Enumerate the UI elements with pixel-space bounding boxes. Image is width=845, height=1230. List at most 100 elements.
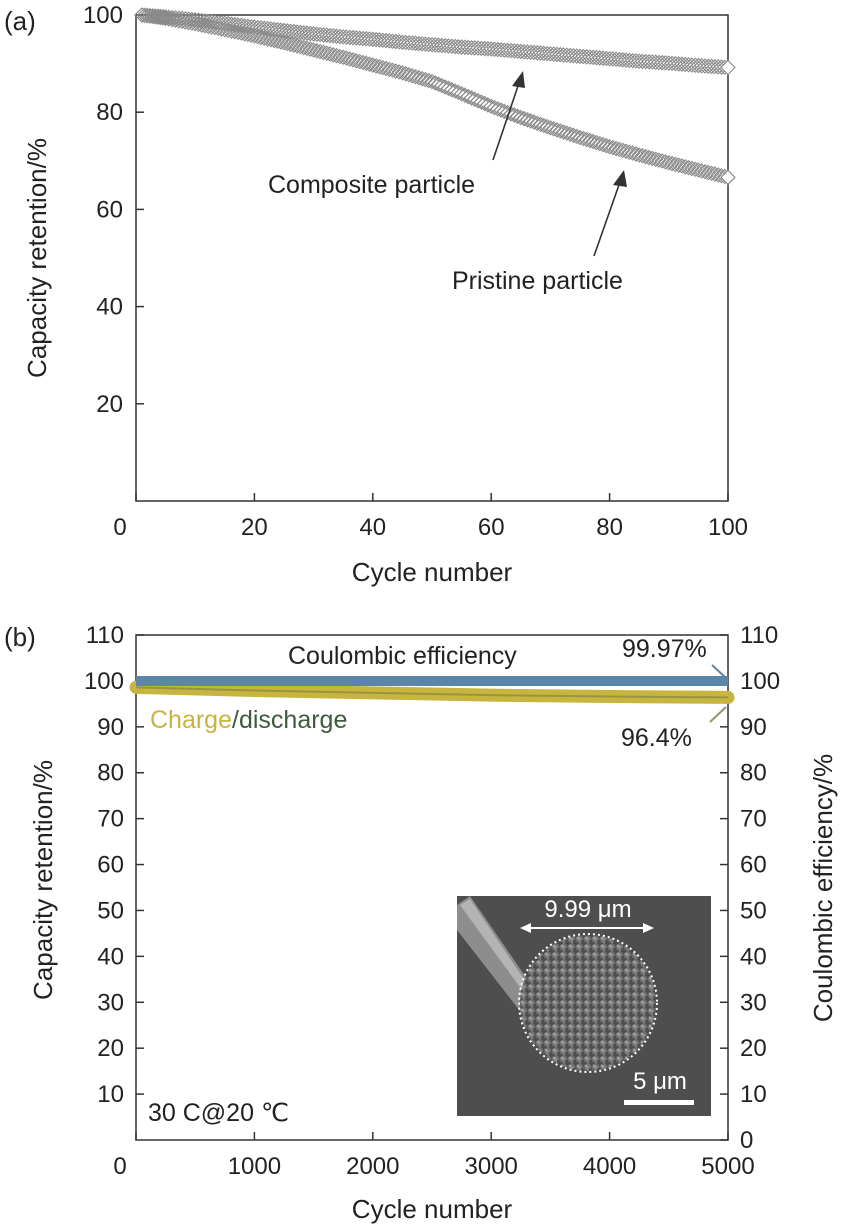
data-point — [266, 32, 282, 49]
data-point — [611, 141, 628, 158]
data-point — [568, 48, 585, 64]
data-point — [647, 151, 664, 168]
data-point — [309, 43, 325, 59]
data-point — [651, 54, 667, 71]
data-point — [358, 55, 375, 72]
data-point — [414, 36, 430, 52]
plot-b-y2tick-label: 70 — [740, 806, 767, 833]
plot-b-y2tick-label: 10 — [740, 1081, 767, 1108]
data-point — [700, 58, 717, 74]
data-point — [391, 64, 407, 80]
data-point — [161, 11, 177, 27]
legend-discharge: discharge — [239, 706, 347, 734]
data-point — [637, 148, 654, 165]
data-point — [493, 42, 509, 58]
data-point — [384, 62, 401, 79]
data-point — [315, 27, 332, 43]
plot-b-ylabel: Capacity retention/% — [28, 760, 58, 1000]
particle-outline — [518, 933, 658, 1073]
data-point — [157, 10, 174, 27]
plot-b-y2tick-label: 50 — [740, 897, 767, 924]
plot-b-xtick-label: 2000 — [346, 1153, 399, 1180]
arrowhead-composite — [512, 71, 525, 88]
data-point — [489, 41, 506, 58]
data-point — [605, 51, 621, 67]
data-point — [381, 33, 398, 49]
plot-b-xtick-label: 1000 — [228, 1153, 281, 1180]
data-point — [601, 138, 618, 155]
data-point — [687, 57, 703, 74]
plot-b-xlabel: Cycle number — [352, 1194, 513, 1224]
data-point — [207, 19, 223, 36]
data-point — [664, 155, 680, 172]
data-point — [200, 18, 217, 35]
data-point — [693, 163, 710, 179]
plot-a-xtick-label: 80 — [596, 514, 623, 541]
data-point — [424, 36, 440, 53]
data-point — [585, 49, 601, 66]
data-point — [299, 40, 315, 57]
plot-b-ytick-label: 10 — [97, 1081, 124, 1108]
data-point — [190, 16, 207, 33]
arrow-capacity — [709, 706, 727, 723]
data-point — [361, 31, 378, 47]
data-point — [351, 30, 368, 46]
data-point — [282, 36, 299, 53]
data-point — [341, 29, 358, 46]
plot-b-xtick-label: 0 — [113, 1153, 126, 1180]
data-point — [450, 39, 467, 55]
data-point — [631, 147, 647, 163]
plot-a-xtick-label: 20 — [241, 514, 268, 541]
data-point — [164, 11, 180, 28]
data-point — [269, 33, 286, 49]
data-point — [397, 34, 414, 51]
data-point — [197, 17, 213, 34]
data-point — [312, 26, 328, 43]
data-point — [611, 51, 628, 68]
data-point — [302, 41, 319, 57]
panel-b-label: (b) — [4, 622, 36, 652]
data-point — [457, 39, 473, 56]
data-point — [411, 35, 427, 52]
data-point — [555, 47, 572, 63]
panel-a-label: (a) — [4, 6, 36, 36]
data-point — [309, 26, 325, 43]
data-point — [378, 32, 394, 49]
data-point — [674, 56, 690, 72]
data-point — [226, 23, 243, 40]
legend-coulombic: Coulombic efficiency — [288, 642, 517, 670]
data-point — [519, 44, 536, 60]
data-point — [463, 39, 480, 56]
data-point — [365, 57, 381, 73]
plot-b-y2label: Coulombic efficiency/% — [808, 754, 838, 1022]
data-point — [427, 37, 444, 53]
data-point — [272, 34, 289, 50]
data-point — [155, 10, 171, 26]
plot-a-xtick-label: 0 — [113, 514, 126, 541]
data-point — [476, 40, 493, 57]
data-point — [233, 25, 250, 41]
plot-b-ytick-label: 90 — [97, 714, 124, 741]
data-point — [700, 164, 717, 181]
plot-b-ytick-label: 70 — [97, 806, 124, 833]
data-point — [578, 49, 595, 65]
data-point — [614, 52, 631, 68]
data-point — [707, 166, 723, 182]
data-point — [720, 59, 736, 76]
data-point — [697, 163, 713, 180]
scale-bar-label: 5 μm — [633, 1068, 687, 1095]
plot-b-x-axis: 0 1000 2000 3000 4000 5000 — [113, 1132, 755, 1180]
data-point — [634, 53, 651, 70]
data-point — [677, 159, 694, 175]
data-point — [697, 58, 713, 74]
data-point — [634, 148, 651, 164]
data-point — [631, 53, 647, 69]
series-composite-markers — [134, 7, 736, 76]
plot-b-y2tick-label: 100 — [740, 668, 780, 695]
plot-b-xtick-label: 3000 — [465, 1153, 518, 1180]
data-point — [279, 35, 296, 52]
plot-b-y2-axis: 0 10 20 30 40 50 60 70 80 90 100 110 — [720, 622, 780, 1154]
data-point — [624, 52, 641, 69]
plot-b-xtick-label: 4000 — [583, 1153, 636, 1180]
